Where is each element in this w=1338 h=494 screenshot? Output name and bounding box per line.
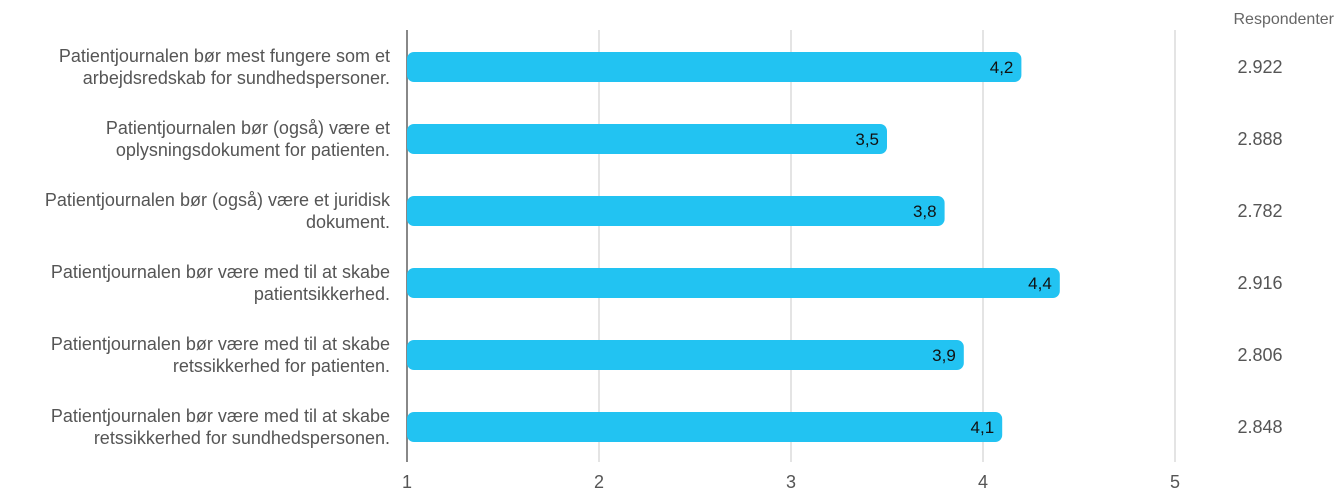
category-label-1: Patientjournalen bør mest fungere som et… xyxy=(59,46,390,88)
category-label-3: Patientjournalen bør (også) være et juri… xyxy=(45,190,391,232)
gridlines xyxy=(406,30,1176,462)
category-label-6: Patientjournalen bør være med til at ska… xyxy=(51,406,390,448)
respondents-header: Respondenter xyxy=(1233,11,1334,28)
category-label-2: Patientjournalen bør (også) være et oplys… xyxy=(106,118,390,160)
respondents-value-3: 2.782 xyxy=(1237,201,1282,221)
respondents-value-6: 2.848 xyxy=(1237,417,1282,437)
bar-value-label-3: 3,8 xyxy=(913,202,937,221)
respondents-value-2: 2.888 xyxy=(1237,129,1282,149)
x-tick-label-5: 5 xyxy=(1170,472,1180,492)
bar-value-label-2: 3,5 xyxy=(855,130,879,149)
bar-5 xyxy=(407,340,964,370)
bar-1 xyxy=(407,52,1022,82)
category-label-5: Patientjournalen bør være med til at ska… xyxy=(51,334,390,376)
respondents-value-1: 2.922 xyxy=(1237,57,1282,77)
category-labels: Patientjournalen bør mest fungere som et… xyxy=(45,46,391,448)
x-tick-label-3: 3 xyxy=(786,472,796,492)
x-axis-ticks: 1 2 3 4 5 xyxy=(402,472,1180,492)
category-label-4: Patientjournalen bør være med til at ska… xyxy=(51,262,390,304)
bar-3 xyxy=(407,196,945,226)
bars: 4,2 3,5 3,8 4,4 3,9 4,1 xyxy=(407,52,1060,442)
respondents-value-5: 2.806 xyxy=(1237,345,1282,365)
respondents-column: Respondenter 2.922 2.888 2.782 2.916 2.806 2.… xyxy=(1233,11,1334,437)
bar-4 xyxy=(407,268,1060,298)
x-tick-label-1: 1 xyxy=(402,472,412,492)
bar-value-label-5: 3,9 xyxy=(932,346,956,365)
x-tick-label-2: 2 xyxy=(594,472,604,492)
bar-6 xyxy=(407,412,1003,442)
x-tick-label-4: 4 xyxy=(978,472,988,492)
bar-value-label-1: 4,2 xyxy=(990,58,1014,77)
bar-2 xyxy=(407,124,887,154)
bar-value-label-4: 4,4 xyxy=(1028,274,1052,293)
respondents-value-4: 2.916 xyxy=(1237,273,1282,293)
bar-value-label-6: 4,1 xyxy=(971,418,995,437)
